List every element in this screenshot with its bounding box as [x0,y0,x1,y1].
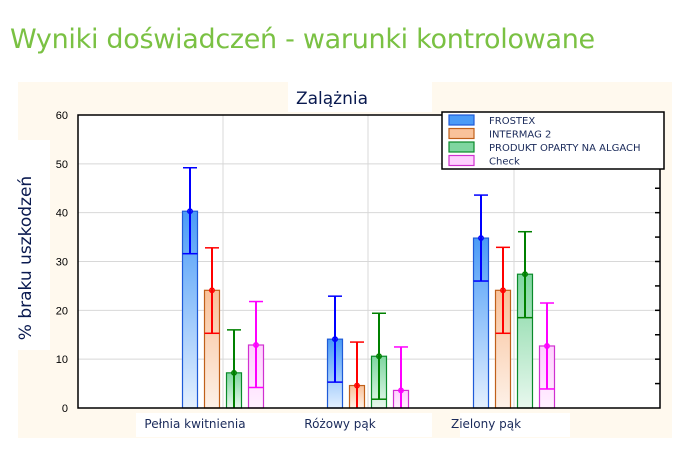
mean-marker-produkt-oparty-na-algach [376,353,382,360]
mean-marker-intermag-2 [354,382,360,389]
chart-title: Zalążnia [296,89,368,109]
legend-label: Check [489,157,520,168]
mean-marker-produkt-oparty-na-algach [522,271,528,278]
legend-box [441,111,665,170]
legend: FROSTEX INTERMAG 2 PRODUKT OPARTY NA ALGAC… [441,111,665,170]
mean-marker-check [398,387,404,394]
y-tick-label: 10 [56,354,68,366]
legend-swatch [448,127,475,140]
legend-label: INTERMAG 2 [489,130,551,141]
xlabel-box-2 [288,413,432,437]
y-tick-label: 30 [56,257,68,269]
legend-label: FROSTEX [489,116,535,127]
mean-marker-check [544,343,550,349]
y-tick-label: 0 [62,403,68,415]
slide-title: Wyniki doświadczeń - warunki kontrolowan… [10,24,595,55]
y-tick-label: 40 [56,208,68,220]
bars [181,166,556,409]
mean-marker-intermag-2 [500,287,506,294]
category-label: Pełnia kwitnienia [144,417,245,431]
y-tick-label: 20 [56,305,68,317]
ylabel-box [0,140,50,350]
y-tick-label: 60 [56,110,68,122]
mean-marker-frostex [478,235,484,242]
category-label: Zielony pąk [451,417,521,431]
title-box [288,82,432,112]
category-label: Różowy pąk [304,417,375,431]
legend-label: PRODUKT OPARTY NA ALGACH [489,143,640,154]
xlabel-box-3 [460,413,570,437]
mean-marker-frostex [332,336,338,343]
mean-marker-produkt-oparty-na-algach [231,369,237,376]
mean-marker-frostex [187,208,193,215]
mean-marker-check [253,342,259,348]
y-tick-labels: 0 10 20 30 40 50 60 [56,110,68,415]
legend-swatch [448,141,475,153]
mean-marker-intermag-2 [209,287,215,294]
category-labels: Pełnia kwitnienia Różowy pąk Zielony pąk [144,417,521,431]
y-axis-label: % braku uszkodzeń [16,176,36,340]
legend-swatch [448,114,475,126]
xlabel-box-1 [136,413,288,437]
legend-swatch [448,154,475,167]
y-tick-label: 50 [56,159,68,171]
